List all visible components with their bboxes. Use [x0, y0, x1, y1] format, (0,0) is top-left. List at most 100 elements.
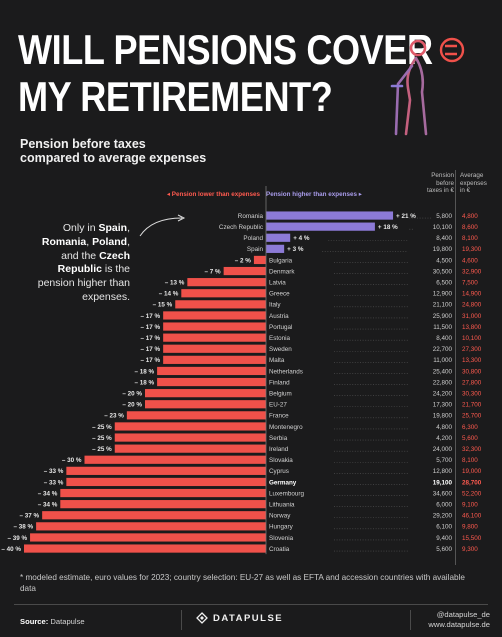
annotation-country-poland: Poland [92, 235, 128, 248]
category-label-slovakia: Slovakia [269, 457, 293, 464]
bar-greece [181, 289, 266, 298]
value-label-estonia: – 17 % [141, 335, 161, 342]
value-label-greece: – 14 % [159, 291, 179, 298]
bar-hungary [36, 522, 266, 531]
category-label-greece: Greece [269, 291, 290, 298]
value-label-sweden: – 17 % [141, 346, 161, 353]
expense-value-estonia: 10,100 [462, 335, 482, 342]
bar-slovakia [84, 455, 266, 464]
expense-value-netherlands: 30,800 [462, 368, 482, 375]
bar-luxembourg [60, 488, 266, 498]
value-label-slovenia: – 39 % [7, 535, 27, 542]
bar-france [126, 411, 266, 420]
pension-value-ireland: 24,000 [433, 446, 453, 453]
pension-value-finland: 22,800 [433, 379, 453, 386]
subtitle-line-1: Pension before taxes [20, 137, 146, 151]
pension-value-bulgaria: 4,500 [436, 257, 452, 264]
expense-value-hungary: 9,800 [462, 524, 478, 531]
expenses-header-line-3: in € [460, 187, 471, 194]
value-label-finland: – 18 % [134, 379, 154, 386]
value-label-norway: – 37 % [20, 513, 40, 520]
value-label-france: – 23 % [104, 413, 124, 420]
expense-value-cyprus: 19,000 [462, 468, 482, 475]
expense-value-lithuania: 9,100 [462, 501, 478, 508]
value-label-netherlands: – 18 % [134, 368, 154, 375]
expense-value-denmark: 32,900 [462, 268, 482, 275]
value-label-montenegro: – 25 % [92, 424, 112, 431]
expense-value-norway: 46,100 [462, 513, 482, 520]
value-label-eu-27: – 20 % [122, 402, 142, 409]
pension-value-netherlands: 25,400 [433, 368, 453, 375]
legend-higher: Pension higher than expenses ▸ [266, 191, 362, 198]
value-label-slovakia: – 30 % [62, 457, 82, 464]
expense-value-slovakia: 8,100 [462, 457, 478, 464]
value-label-poland: + 4 % [293, 235, 310, 242]
expense-value-luxembourg: 52,200 [462, 490, 482, 497]
pension-value-italy: 21,100 [433, 302, 453, 309]
bar-austria [163, 311, 266, 320]
legend-lower: ◂ Pension lower than expenses [166, 191, 260, 198]
value-label-germany: – 33 % [44, 479, 64, 486]
pension-value-slovenia: 9,400 [436, 535, 452, 542]
annotation-part: , [127, 235, 130, 248]
bar-norway [42, 511, 267, 520]
value-label-latvia: – 13 % [165, 279, 185, 286]
bar-montenegro [114, 422, 266, 431]
expense-value-malta: 13,300 [462, 357, 482, 364]
expense-value-germany: 28,700 [462, 479, 482, 486]
expense-value-portugal: 13,800 [462, 324, 482, 331]
bar-germany [66, 477, 266, 487]
pension-value-latvia: 6,500 [436, 279, 452, 286]
category-label-croatia: Croatia [269, 546, 290, 553]
pension-value-norway: 29,200 [433, 513, 453, 520]
value-label-czech-republic: + 18 % [378, 224, 398, 231]
value-label-malta: – 17 % [141, 357, 161, 364]
pension-value-spain: 19,800 [433, 246, 453, 253]
bar-cyprus [66, 466, 266, 475]
category-label-finland: Finland [269, 379, 290, 386]
expense-value-romania: 4,800 [462, 213, 478, 220]
page-title: WILL PENSIONS COVER MY RETIREMENT? [18, 26, 433, 120]
category-label-spain: Spain [247, 246, 264, 253]
pension-value-cyprus: 12,800 [433, 468, 453, 475]
value-label-italy: – 15 % [153, 302, 173, 309]
pension-value-eu-27: 17,300 [433, 402, 453, 409]
category-label-malta: Malta [269, 357, 285, 364]
bar-italy [175, 300, 266, 309]
category-label-estonia: Estonia [269, 335, 291, 342]
value-label-portugal: – 17 % [141, 324, 161, 331]
pension-value-sweden: 22,700 [433, 346, 453, 353]
category-label-belgium: Belgium [269, 390, 292, 397]
value-label-ireland: – 25 % [92, 446, 112, 453]
expenses-column-header: Average expenses in € [460, 172, 500, 195]
pension-value-czech-republic: 10,100 [433, 224, 453, 231]
source-value: Datapulse [50, 617, 85, 626]
value-label-austria: – 17 % [141, 313, 161, 320]
annotation-country-romania: Romania [41, 235, 87, 248]
bar-spain [266, 244, 285, 253]
bar-latvia [187, 278, 266, 287]
expense-value-montenegro: 6,300 [462, 424, 478, 431]
category-label-slovenia: Slovenia [269, 535, 294, 542]
annotation-part: and the [61, 249, 100, 262]
category-label-czech-republic: Czech Republic [219, 224, 263, 231]
subtitle-line-2: compared to average expenses [20, 151, 207, 165]
pension-value-france: 19,800 [433, 413, 453, 420]
expenses-header-line-2: expenses [460, 179, 487, 187]
category-label-luxembourg: Luxembourg [269, 490, 305, 497]
value-label-hungary: – 38 % [13, 524, 33, 531]
pension-value-lithuania: 6,000 [436, 501, 452, 508]
value-label-romania: + 21 % [396, 213, 416, 220]
bar-eu-27 [145, 400, 266, 409]
category-label-latvia: Latvia [269, 279, 286, 286]
expense-value-france: 25,700 [462, 413, 482, 420]
category-label-denmark: Denmark [269, 268, 295, 275]
bar-sweden [163, 344, 266, 353]
value-label-luxembourg: – 34 % [38, 490, 58, 497]
pension-header-line-1: Pension [431, 172, 454, 179]
title-line-2: MY RETIREMENT? [18, 73, 333, 120]
annotation-part: is the pension higher than expenses. [37, 263, 130, 303]
expense-value-spain: 19,300 [462, 246, 482, 253]
source-line: Source: Datapulse [20, 617, 85, 626]
